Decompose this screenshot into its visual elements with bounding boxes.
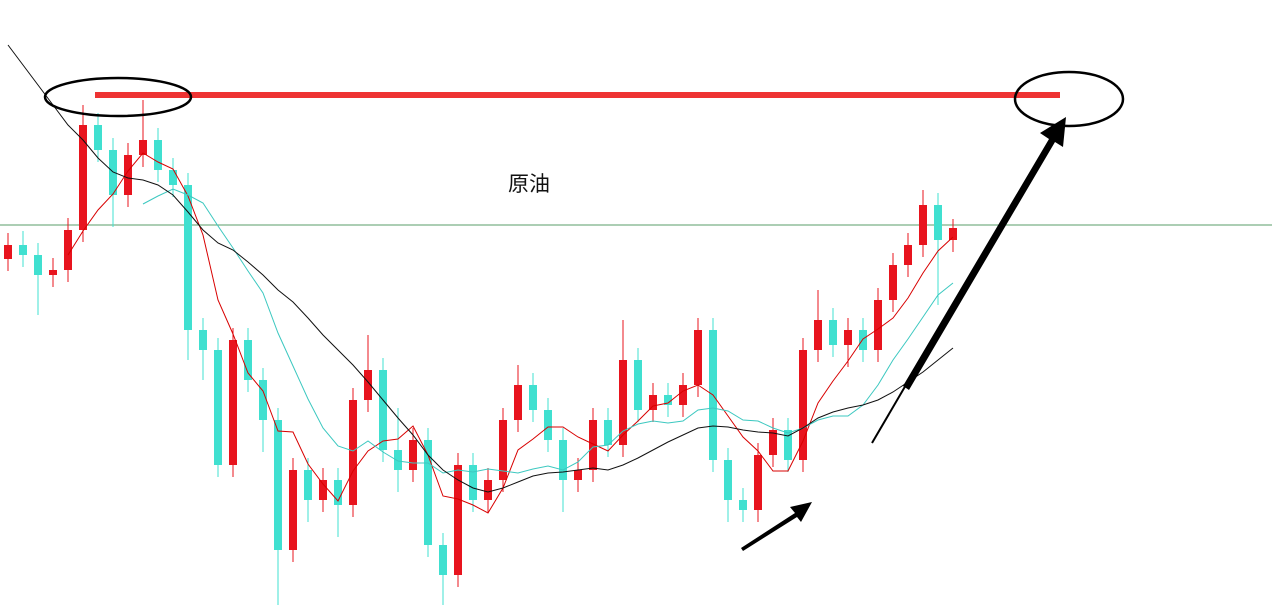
moving-average-line	[7, 44, 954, 493]
candle-body	[154, 140, 162, 170]
candle-body	[799, 350, 807, 460]
candle-body	[739, 500, 747, 510]
candle-body	[934, 205, 942, 240]
candle-body	[919, 205, 927, 245]
candle-body	[604, 420, 612, 445]
annotation-ellipse	[43, 76, 193, 118]
candle-body	[544, 410, 552, 440]
candle-body	[289, 470, 297, 550]
candle-body	[634, 360, 642, 410]
candle-body	[664, 395, 672, 405]
candle-body	[649, 395, 657, 410]
candle-body	[694, 330, 702, 385]
candle-body	[949, 228, 957, 240]
candle-body	[244, 340, 252, 380]
candle-body	[409, 440, 417, 470]
annotation-arrow	[741, 502, 812, 551]
candle-body	[814, 320, 822, 350]
chart-title: 原油	[508, 172, 550, 196]
candle-body	[139, 140, 147, 155]
moving-average-line	[67, 152, 954, 514]
candle-body	[484, 480, 492, 500]
candle-body	[514, 385, 522, 420]
candle-body	[64, 230, 72, 270]
candle-body	[619, 360, 627, 445]
candle-body	[439, 545, 447, 575]
plot-area	[4, 44, 1060, 605]
candle-body	[829, 320, 837, 345]
candle-body	[4, 245, 12, 259]
candle-body	[319, 480, 327, 500]
candle-body	[304, 470, 312, 500]
candle-body	[454, 465, 462, 575]
candle-body	[559, 440, 567, 480]
annotation-arrow	[903, 117, 1066, 390]
candle-body	[364, 370, 372, 400]
candle-body	[859, 330, 867, 350]
candle-body	[94, 125, 102, 150]
candle-body	[379, 370, 387, 450]
candle-body	[334, 480, 342, 505]
candle-body	[904, 245, 912, 265]
candle-body	[424, 440, 432, 545]
candle-body	[49, 270, 57, 275]
candle-body	[124, 155, 132, 195]
candle-body	[499, 420, 507, 480]
candle-body	[589, 420, 597, 470]
candle-body	[79, 125, 87, 230]
trend-line	[871, 377, 911, 444]
candle-body	[19, 245, 27, 255]
candle-body	[844, 330, 852, 345]
candle-body	[349, 400, 357, 505]
annotation-ellipse	[1013, 70, 1125, 128]
candle-body	[874, 300, 882, 350]
candle-body	[274, 420, 282, 550]
candle-body	[769, 430, 777, 455]
candle-body	[574, 470, 582, 480]
candle-body	[784, 430, 792, 460]
candle-body	[754, 455, 762, 510]
candle-body	[679, 385, 687, 405]
candle-body	[214, 350, 222, 465]
candle-body	[184, 185, 192, 330]
candle-body	[529, 385, 537, 410]
candle-body	[169, 170, 177, 185]
candle-body	[199, 330, 207, 350]
candle-body	[259, 380, 267, 420]
candle-body	[229, 340, 237, 465]
moving-average-line	[142, 188, 954, 474]
candle-body	[724, 460, 732, 500]
candle-body	[889, 265, 897, 300]
candle-body	[469, 465, 477, 500]
candle-body	[394, 450, 402, 470]
candle-body	[34, 255, 42, 275]
